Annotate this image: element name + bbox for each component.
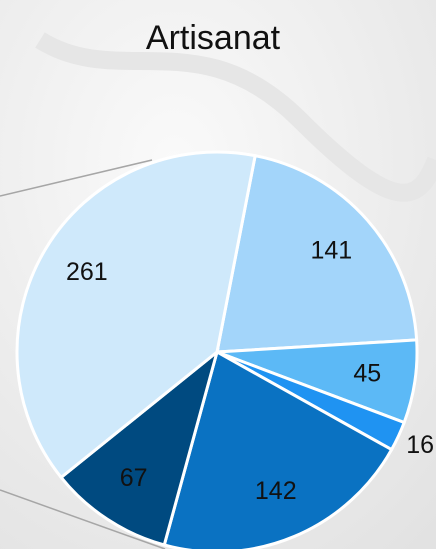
data-label: 45 — [353, 359, 381, 387]
data-label: 141 — [310, 236, 352, 264]
background-swirl — [35, 32, 436, 202]
data-label: 142 — [255, 477, 297, 505]
data-label: 67 — [120, 464, 148, 492]
leader-line — [0, 159, 153, 197]
pie-slice — [215, 153, 419, 354]
data-label: 261 — [66, 258, 108, 286]
leader-line — [0, 489, 166, 549]
pie-slice — [162, 349, 394, 549]
pie-slice — [15, 150, 257, 480]
data-label: 16 — [406, 431, 434, 459]
pie-slice — [59, 347, 220, 547]
pie: 141 45 16 142 67 261 — [15, 150, 434, 549]
chart-title: Artisanat — [146, 19, 281, 57]
